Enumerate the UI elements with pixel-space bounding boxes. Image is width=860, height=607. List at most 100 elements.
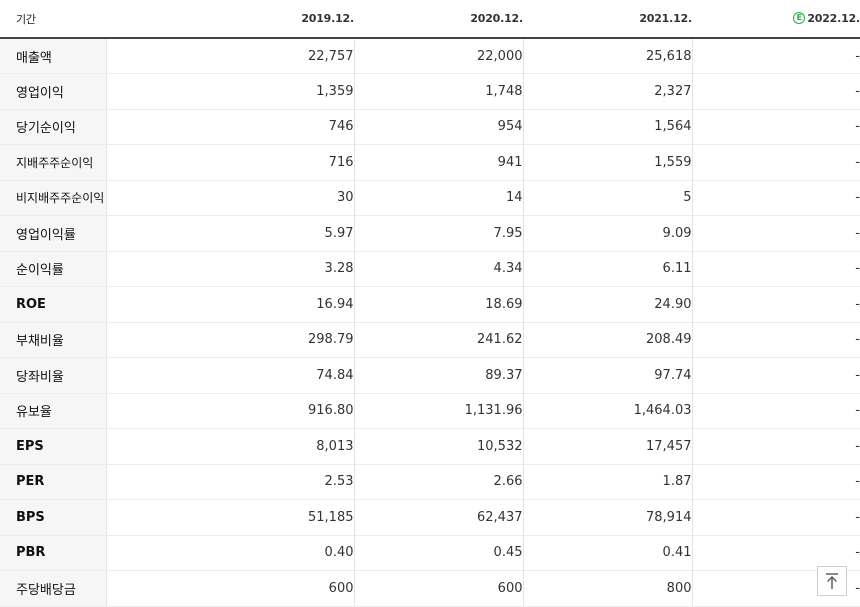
table-row: 영업이익 1,359 1,748 2,327 - [0, 73, 860, 110]
table-cell: 17,457 [522, 428, 692, 465]
table-cell: 1,748 [353, 73, 523, 110]
row-label-debt-ratio: 부채비율 [0, 321, 106, 358]
table-row: 당좌비율 74.84 89.37 97.74 - [0, 357, 860, 394]
row-label-controlling-net-income: 지배주주순이익 [0, 144, 106, 181]
table-row: 영업이익률 5.97 7.95 9.09 - [0, 215, 860, 252]
table-cell: 600 [105, 570, 354, 607]
table-cell: - [691, 535, 860, 571]
table-row: 부채비율 298.79 241.62 208.49 - [0, 321, 860, 358]
table-row: EPS 8,013 10,532 17,457 - [0, 428, 860, 465]
table-body: 매출액 22,757 22,000 25,618 - 영업이익 1,359 1,… [0, 38, 860, 607]
table-cell: 5 [522, 180, 692, 216]
table-cell: 2,327 [522, 73, 692, 110]
table-cell: 0.40 [105, 535, 354, 571]
row-label-per: PER [0, 464, 106, 500]
table-cell: - [691, 357, 860, 394]
table-cell: - [691, 38, 860, 74]
period-header: 기간 [0, 0, 106, 39]
table-row: 비지배주주순이익 30 14 5 - [0, 180, 860, 216]
row-label-net-income: 당기순이익 [0, 109, 106, 145]
table-cell: 51,185 [105, 499, 354, 536]
table-cell: 2.53 [105, 464, 354, 500]
row-label-non-controlling-net-income: 비지배주주순이익 [0, 180, 106, 216]
column-header-2022: 2022.12. [807, 12, 860, 25]
table-header: 기간 2019.12. 2020.12. 2021.12. E 2022.12. [0, 0, 860, 39]
table-row: 주당배당금 600 600 800 - [0, 570, 860, 607]
table-cell: 1,464.03 [522, 393, 692, 429]
table-cell: - [691, 144, 860, 181]
table-cell: 30 [105, 180, 354, 216]
table-cell: 78,914 [522, 499, 692, 536]
table-row: PBR 0.40 0.45 0.41 - [0, 535, 860, 571]
header-row: 기간 2019.12. 2020.12. 2021.12. E 2022.12. [0, 0, 860, 39]
table-row: 유보율 916.80 1,131.96 1,464.03 - [0, 393, 860, 429]
table-cell: 89.37 [353, 357, 523, 394]
table-cell: 10,532 [353, 428, 523, 465]
table-cell: 1,131.96 [353, 393, 523, 429]
row-label-dividend-per-share: 주당배당금 [0, 570, 106, 607]
row-label-revenue: 매출액 [0, 38, 106, 74]
table-cell: 241.62 [353, 321, 523, 358]
table-row: 순이익률 3.28 4.34 6.11 - [0, 251, 860, 287]
column-header-2020: 2020.12. [354, 0, 523, 39]
row-label-eps: EPS [0, 428, 106, 465]
table-cell: - [691, 286, 860, 323]
row-label-pbr: PBR [0, 535, 106, 571]
table-row: 당기순이익 746 954 1,564 - [0, 109, 860, 145]
table-cell: 8,013 [105, 428, 354, 465]
table-cell: 3.28 [105, 251, 354, 287]
table-cell: 6.11 [522, 251, 692, 287]
table-row: 지배주주순이익 716 941 1,559 - [0, 144, 860, 181]
estimate-badge-icon: E [793, 12, 806, 24]
arrow-up-to-top-icon [826, 573, 838, 589]
table-cell: - [691, 321, 860, 358]
table-cell: 746 [105, 109, 354, 145]
table-cell: 298.79 [105, 321, 354, 358]
table-cell: 7.95 [353, 215, 523, 252]
table-cell: 9.09 [522, 215, 692, 252]
table-row: 매출액 22,757 22,000 25,618 - [0, 38, 860, 74]
table-cell: 1.87 [522, 464, 692, 500]
row-label-operating-margin: 영업이익률 [0, 215, 106, 252]
table-cell: - [691, 251, 860, 287]
table-cell: 941 [353, 144, 523, 181]
table-cell: 0.45 [353, 535, 523, 571]
table-cell: 22,757 [105, 38, 354, 74]
table-cell: 74.84 [105, 357, 354, 394]
row-label-net-margin: 순이익률 [0, 251, 106, 287]
row-label-reserve-ratio: 유보율 [0, 393, 106, 429]
table-cell: - [691, 215, 860, 252]
table-cell: 25,618 [522, 38, 692, 74]
table-cell: 208.49 [522, 321, 692, 358]
row-label-bps: BPS [0, 499, 106, 536]
table-cell: 600 [353, 570, 523, 607]
table-cell: 0.41 [522, 535, 692, 571]
table-cell: 22,000 [353, 38, 523, 74]
table-cell: - [691, 428, 860, 465]
table-cell: 800 [522, 570, 692, 607]
table-cell: - [691, 73, 860, 110]
scroll-to-top-button[interactable] [817, 566, 847, 596]
table-cell: - [691, 499, 860, 536]
table-cell: 16.94 [105, 286, 354, 323]
table-cell: 1,559 [522, 144, 692, 181]
table-cell: 24.90 [522, 286, 692, 323]
column-header-2019: 2019.12. [106, 0, 354, 39]
table-cell: - [691, 570, 860, 607]
table-cell: - [691, 464, 860, 500]
row-label-roe: ROE [0, 286, 106, 323]
table-cell: 954 [353, 109, 523, 145]
table-cell: 2.66 [353, 464, 523, 500]
table-cell: - [691, 109, 860, 145]
table-cell: 97.74 [522, 357, 692, 394]
table-row: PER 2.53 2.66 1.87 - [0, 464, 860, 500]
table-row: ROE 16.94 18.69 24.90 - [0, 286, 860, 323]
row-label-operating-profit: 영업이익 [0, 73, 106, 110]
table-cell: 5.97 [105, 215, 354, 252]
table-cell: 18.69 [353, 286, 523, 323]
table-cell: 1,359 [105, 73, 354, 110]
table-cell: 916.80 [105, 393, 354, 429]
row-label-quick-ratio: 당좌비율 [0, 357, 106, 394]
